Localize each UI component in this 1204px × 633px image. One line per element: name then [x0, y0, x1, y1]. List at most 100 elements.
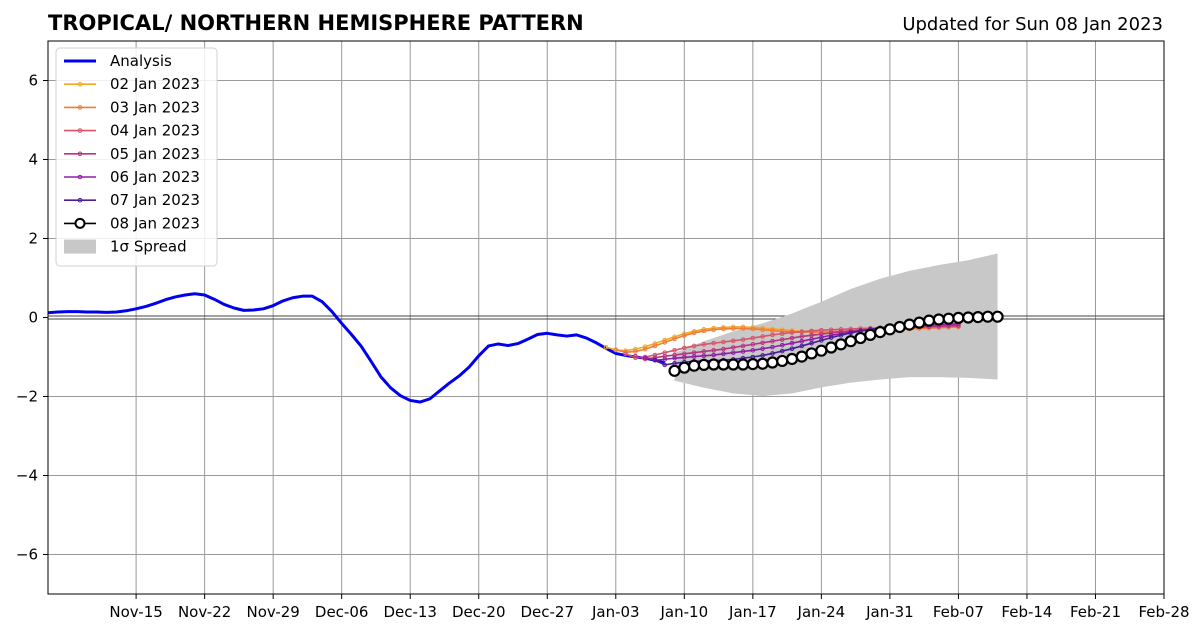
series-point: [603, 344, 609, 350]
series-point: [770, 351, 775, 356]
series-point: [779, 337, 785, 342]
series-point: [789, 340, 795, 346]
analysis-line: [47, 292, 666, 404]
x-tick-label: Dec-06: [315, 603, 369, 621]
series-point: [750, 342, 756, 347]
x-tick-label: Feb-07: [933, 603, 984, 621]
analysis-layer: [47, 292, 666, 404]
series-point: [688, 359, 701, 372]
series-point: [760, 346, 765, 352]
series-point: [668, 364, 681, 377]
series-point: [623, 351, 628, 357]
series-point: [883, 323, 896, 336]
series-point: [770, 344, 775, 350]
series-point: [848, 330, 854, 336]
series-point: [760, 353, 765, 358]
series-point: [799, 343, 805, 349]
series-point: [721, 351, 726, 357]
series-point: [740, 349, 746, 354]
series-point: [633, 355, 638, 361]
series-point: [730, 338, 736, 344]
series-point: [779, 348, 785, 354]
series-point: [721, 339, 726, 345]
legend-label: 05 Jan 2023: [110, 145, 200, 163]
x-tick-label: Jan-10: [660, 603, 709, 621]
series-point: [711, 327, 716, 333]
legend-label: 04 Jan 2023: [110, 122, 200, 140]
legend-label: 02 Jan 2023: [110, 75, 200, 93]
series-point: [662, 340, 668, 345]
series-point: [799, 329, 805, 335]
series-point: [770, 328, 775, 333]
x-tick-label: Jan-31: [865, 603, 914, 621]
series-point: [776, 354, 789, 368]
series-point: [652, 357, 658, 363]
series-point: [740, 326, 746, 331]
series-point: [662, 357, 668, 362]
legend-swatch: [64, 239, 96, 254]
x-tick-label: Jan-24: [797, 603, 846, 621]
legend-label: 07 Jan 2023: [110, 191, 200, 209]
series-point: [717, 358, 730, 371]
x-tick-label: Dec-20: [452, 603, 506, 621]
series-point: [740, 337, 746, 342]
series-point: [760, 334, 765, 339]
series-point: [691, 343, 697, 349]
series-point: [701, 342, 707, 347]
series-point: [962, 311, 975, 324]
series-point: [942, 312, 955, 325]
series-point: [844, 335, 857, 348]
x-tick-label: Dec-13: [383, 603, 437, 621]
series-point: [789, 330, 795, 335]
x-tick-label: Jan-03: [591, 603, 640, 621]
series-point: [981, 310, 994, 323]
series-point: [834, 338, 848, 351]
x-tick-label: Feb-21: [1070, 603, 1121, 621]
x-tick-label: Nov-15: [109, 603, 162, 621]
series-point: [932, 313, 945, 326]
series-point: [903, 318, 916, 331]
x-tick-label: Nov-29: [246, 603, 299, 621]
legend-marker: [77, 151, 83, 157]
series-point: [770, 338, 775, 344]
series-point: [805, 347, 818, 360]
series-point: [701, 353, 707, 359]
series-point: [809, 328, 814, 334]
series-point: [730, 350, 736, 355]
series-point: [672, 347, 677, 353]
series-point: [779, 342, 785, 348]
series-point: [789, 335, 795, 341]
series-point: [819, 338, 824, 343]
series-point: [779, 331, 785, 336]
series-point: [828, 335, 834, 340]
series-point: [789, 346, 795, 352]
legend-marker: [77, 174, 83, 180]
x-tick-label: Feb-14: [1001, 603, 1052, 621]
legend-marker: [77, 128, 83, 133]
series-point: [697, 358, 710, 371]
legend-label: 03 Jan 2023: [110, 98, 200, 116]
series-point: [770, 332, 775, 338]
series-point: [672, 355, 677, 361]
series-point: [682, 333, 687, 338]
series-point: [864, 328, 877, 341]
x-tick-label: Nov-22: [178, 603, 231, 621]
series-point: [711, 347, 716, 353]
series-point: [682, 355, 687, 360]
y-tick-label: 4: [28, 151, 38, 169]
series-point: [854, 331, 867, 345]
legend-label: Analysis: [110, 52, 172, 70]
series-point: [642, 346, 648, 352]
series-point: [746, 358, 759, 371]
series-point: [838, 332, 844, 338]
series-point: [711, 352, 716, 358]
y-tick-label: 6: [28, 72, 38, 90]
series-point: [662, 362, 668, 368]
y-tick-label: 2: [28, 230, 38, 248]
series-point: [691, 330, 697, 336]
y-tick-label: 0: [28, 309, 38, 327]
legend-marker: [77, 81, 83, 87]
series-point: [750, 335, 756, 341]
x-tick-label: Dec-27: [520, 603, 574, 621]
y-tick-label: −2: [16, 388, 38, 406]
